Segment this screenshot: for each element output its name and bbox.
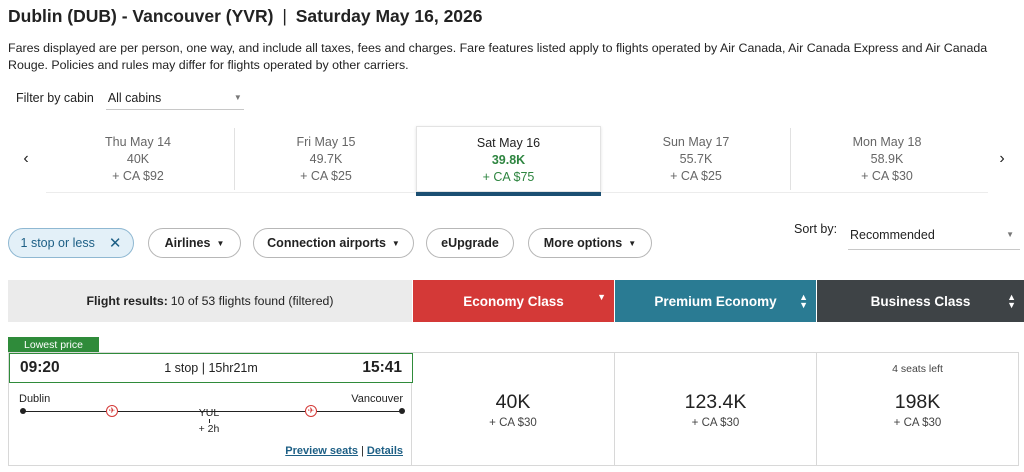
- results-label: Flight results:: [86, 294, 168, 308]
- route-line: [23, 411, 401, 412]
- chevron-down-icon: ▼: [233, 93, 242, 102]
- flight-time-row[interactable]: 09:20 1 stop | 15hr21m 15:41: [9, 353, 413, 383]
- date-cash: + CA $30: [861, 169, 913, 183]
- premium-economy-points: 123.4K: [684, 391, 747, 413]
- business-class-header[interactable]: Business Class ▲ ▼: [817, 280, 1024, 322]
- route-label: Dublin (DUB) - Vancouver (YVR): [8, 6, 274, 26]
- lowest-price-badge: Lowest price: [8, 337, 99, 352]
- premium-economy-label: Premium Economy: [654, 293, 777, 309]
- caret-down-icon: ▼: [216, 238, 225, 248]
- date-points: 49.7K: [309, 152, 343, 166]
- title-separator: |: [282, 6, 287, 26]
- date-points: 58.9K: [870, 152, 904, 166]
- close-icon[interactable]: ✕: [108, 235, 122, 252]
- preview-seats-link[interactable]: Preview seats: [285, 445, 359, 457]
- date-cash: + CA $25: [300, 169, 352, 183]
- sort-select[interactable]: Recommended ▼: [848, 220, 1020, 250]
- date-option-mon-may-18[interactable]: Mon May 18 58.9K + CA $30: [790, 126, 984, 192]
- results-count: 10 of 53 flights found (filtered): [170, 294, 334, 308]
- flight-summary: 1 stop | 15hr21m: [164, 361, 258, 375]
- connection-airport: YUL: [198, 407, 220, 419]
- fare-disclaimer: Fares displayed are per person, one way,…: [8, 41, 988, 72]
- date-label: Mon May 18: [852, 135, 922, 149]
- air-canada-logo-icon: ✈: [106, 405, 118, 417]
- date-carousel: ‹ Thu May 14 40K + CA $92 Fri May 15 49.…: [8, 126, 1024, 196]
- business-cash: + CA $30: [893, 417, 942, 429]
- page-title: Dublin (DUB) - Vancouver (YVR) | Saturda…: [8, 6, 483, 27]
- economy-points: 40K: [495, 391, 531, 413]
- date-label: Sun May 17: [662, 135, 730, 149]
- details-link[interactable]: Details: [366, 445, 403, 457]
- cabin-filter-value: All cabins: [107, 90, 162, 105]
- date-cash: + CA $75: [482, 170, 535, 184]
- date-cash: + CA $25: [670, 169, 722, 183]
- business-class-label: Business Class: [870, 293, 971, 309]
- caret-down-icon: ▼: [628, 238, 637, 248]
- connection-stop: YUL + 2h: [189, 407, 229, 435]
- business-points: 198K: [894, 391, 941, 413]
- chevron-down-icon: ▼: [1006, 230, 1014, 239]
- date-option-thu-may-14[interactable]: Thu May 14 40K + CA $92: [46, 126, 230, 192]
- connection-tick: [208, 419, 210, 423]
- sort-label: Sort by:: [794, 222, 838, 236]
- departure-time: 09:20: [20, 359, 60, 376]
- sort-icon: ▲ ▼: [1007, 292, 1016, 310]
- stops-filter-chip[interactable]: 1 stop or less ✕: [8, 228, 134, 258]
- date-option-sun-may-17[interactable]: Sun May 17 55.7K + CA $25: [601, 126, 791, 192]
- economy-class-label: Economy Class: [463, 293, 564, 309]
- cabin-filter-select[interactable]: All cabins ▼: [105, 86, 244, 110]
- destination-city: Vancouver: [351, 393, 403, 405]
- selected-date-indicator: [416, 192, 601, 196]
- cabin-filter: Filter by cabin All cabins ▼: [16, 86, 244, 110]
- results-summary: Flight results: 10 of 53 flights found (…: [8, 280, 412, 322]
- layover-duration: + 2h: [198, 423, 220, 435]
- premium-economy-price-cell[interactable]: 123.4K + CA $30: [615, 352, 817, 466]
- arrival-time: 15:41: [362, 359, 402, 376]
- connection-airports-label: Connection airports: [267, 236, 386, 250]
- travel-date: Saturday May 16, 2026: [295, 6, 483, 26]
- date-cash: + CA $92: [112, 169, 164, 183]
- destination-dot: [399, 408, 405, 414]
- date-divider: [790, 128, 791, 190]
- business-price-cell[interactable]: 4 seats left 198K + CA $30: [817, 352, 1019, 466]
- chevron-right-icon[interactable]: ›: [999, 150, 1005, 167]
- link-separator: |: [361, 445, 364, 457]
- eupgrade-label: eUpgrade: [441, 236, 499, 250]
- date-option-sat-may-16[interactable]: Sat May 16 39.8K + CA $75: [416, 126, 601, 192]
- sort-control: Sort by: Recommended ▼: [794, 222, 1020, 250]
- economy-cash: + CA $30: [489, 417, 537, 429]
- sort-value: Recommended: [850, 227, 935, 242]
- chevron-left-icon[interactable]: ‹: [23, 150, 29, 167]
- more-options-chip[interactable]: More options ▼: [528, 228, 652, 258]
- date-label: Fri May 15: [296, 135, 356, 149]
- flight-links: Preview seats | Details: [285, 445, 403, 457]
- date-points: 40K: [126, 152, 150, 166]
- date-label: Thu May 14: [104, 135, 171, 149]
- caret-down-icon: ▼: [391, 238, 400, 248]
- stops-filter-label: 1 stop or less: [20, 236, 95, 250]
- economy-class-header[interactable]: Economy Class ▼: [413, 280, 614, 322]
- air-canada-logo-icon: ✈: [305, 405, 317, 417]
- economy-price-cell[interactable]: 40K + CA $30: [412, 352, 615, 466]
- airlines-filter-label: Airlines: [164, 236, 211, 250]
- eupgrade-chip[interactable]: eUpgrade: [426, 228, 514, 258]
- date-label: Sat May 16: [476, 136, 541, 150]
- premium-economy-cash: + CA $30: [691, 417, 740, 429]
- cabin-filter-label: Filter by cabin: [16, 91, 94, 105]
- flight-card: 09:20 1 stop | 15hr21m 15:41 Dublin Vanc…: [8, 352, 413, 466]
- date-option-fri-may-15[interactable]: Fri May 15 49.7K + CA $25: [234, 126, 418, 192]
- premium-economy-header[interactable]: Premium Economy ▲ ▼: [615, 280, 816, 322]
- airlines-filter-chip[interactable]: Airlines ▼: [148, 228, 241, 258]
- origin-city: Dublin: [19, 393, 51, 405]
- more-options-label: More options: [543, 236, 623, 250]
- seats-left-notice: 4 seats left: [892, 363, 943, 375]
- sort-icon: ▲ ▼: [799, 292, 808, 310]
- date-points: 55.7K: [679, 152, 713, 166]
- date-divider: [234, 128, 235, 190]
- connection-airports-chip[interactable]: Connection airports ▼: [253, 228, 414, 258]
- date-points: 39.8K: [491, 153, 526, 167]
- origin-dot: [20, 408, 26, 414]
- sort-down-icon: ▼: [597, 292, 606, 302]
